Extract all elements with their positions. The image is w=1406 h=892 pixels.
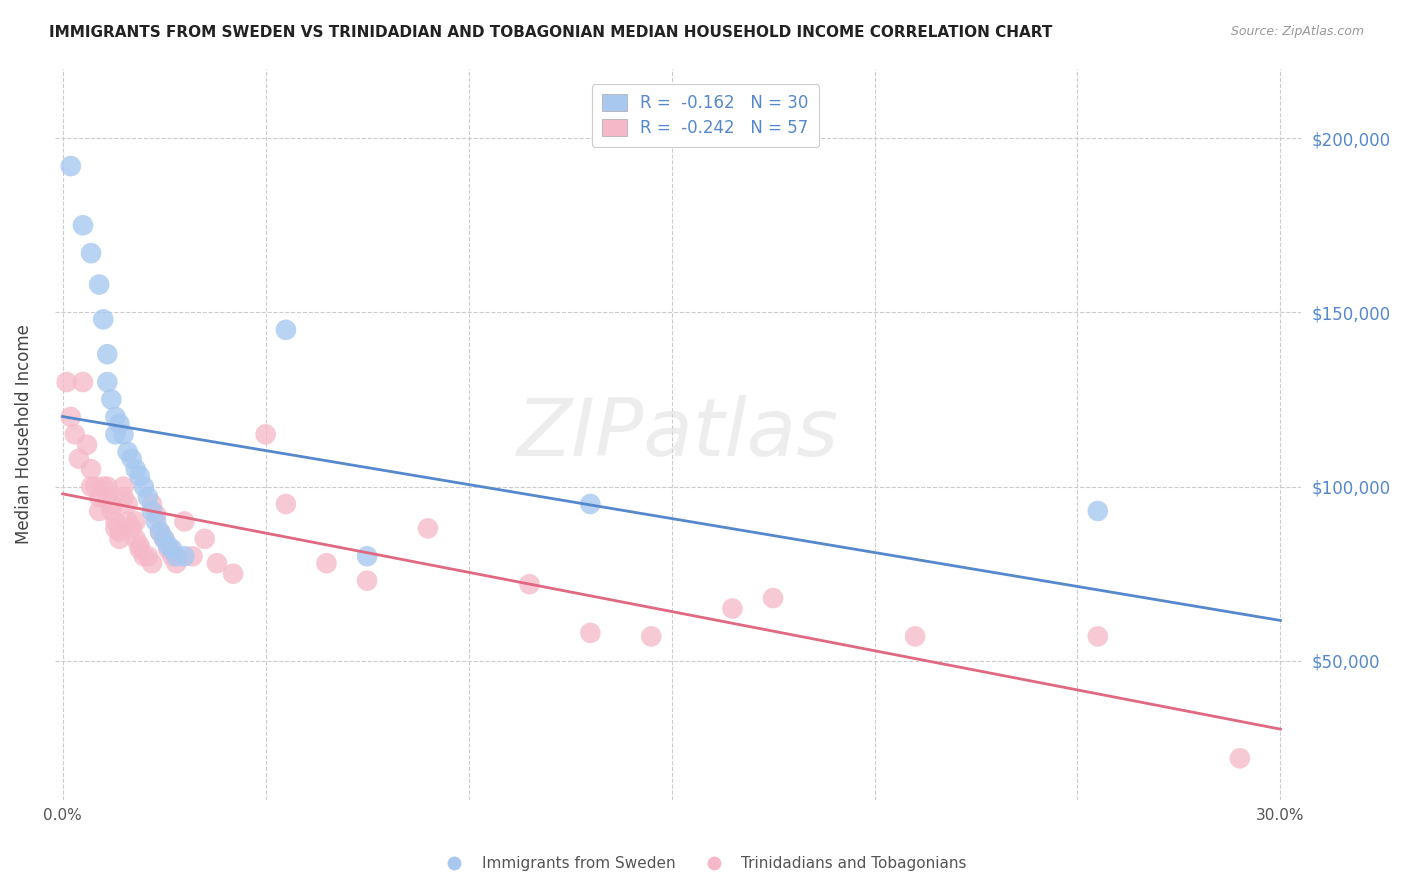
Y-axis label: Median Household Income: Median Household Income (15, 325, 32, 544)
Point (104, 515, 127, 529)
Point (205, 556, 228, 570)
Point (315, 556, 337, 570)
Point (89, 490, 111, 504)
Point (145, 515, 167, 529)
Point (80, 246, 103, 260)
Point (125, 515, 148, 529)
Point (141, 497, 163, 511)
Legend: R =  -0.162   N = 30, R =  -0.242   N = 57: R = -0.162 N = 30, R = -0.242 N = 57 (592, 84, 818, 147)
Point (80, 480, 103, 494)
Point (153, 532, 176, 546)
Point (125, 532, 148, 546)
Point (157, 539, 180, 553)
Point (128, 542, 150, 557)
Point (356, 549, 378, 564)
Point (162, 549, 184, 564)
Point (721, 601, 744, 615)
Point (89, 504, 111, 518)
Point (72, 375, 94, 389)
Point (104, 409, 127, 424)
Point (112, 427, 135, 442)
Point (136, 549, 159, 564)
Point (173, 515, 195, 529)
Point (91, 312, 114, 326)
Point (108, 524, 131, 539)
Point (104, 427, 127, 442)
Point (149, 524, 172, 539)
Point (117, 515, 139, 529)
Point (222, 566, 245, 581)
Point (173, 549, 195, 564)
Point (100, 504, 122, 518)
Point (145, 508, 167, 522)
Point (1087, 504, 1109, 518)
Point (132, 480, 155, 494)
Point (128, 469, 150, 483)
Point (91, 480, 114, 494)
Text: Source: ZipAtlas.com: Source: ZipAtlas.com (1230, 25, 1364, 38)
Point (356, 574, 378, 588)
Text: ZIPatlas: ZIPatlas (516, 395, 839, 474)
Legend: Immigrants from Sweden, Trinidadians and Tobagonians: Immigrants from Sweden, Trinidadians and… (433, 850, 973, 877)
Point (89, 277, 111, 292)
Point (112, 480, 135, 494)
Point (76, 438, 98, 452)
Point (579, 626, 602, 640)
Point (416, 521, 439, 535)
Point (274, 497, 297, 511)
Point (59, 159, 82, 173)
Point (165, 549, 187, 564)
Point (121, 521, 143, 535)
Point (55, 375, 77, 389)
Point (1229, 751, 1251, 765)
Point (194, 532, 217, 546)
Point (59, 409, 82, 424)
Point (125, 462, 148, 476)
Point (640, 629, 662, 643)
Point (153, 532, 176, 546)
Point (96, 480, 118, 494)
Point (128, 539, 150, 553)
Point (141, 556, 163, 570)
Point (181, 549, 204, 564)
Point (762, 591, 785, 605)
Point (100, 392, 122, 407)
Point (254, 427, 277, 442)
Point (132, 549, 155, 564)
Point (67, 451, 90, 466)
Point (108, 417, 131, 431)
Point (96, 375, 118, 389)
Point (96, 347, 118, 361)
Point (165, 556, 187, 570)
Point (96, 490, 118, 504)
Point (112, 490, 135, 504)
Point (519, 577, 541, 591)
Point (1087, 629, 1109, 643)
Point (63, 427, 86, 442)
Point (136, 490, 159, 504)
Point (117, 497, 139, 511)
Point (84, 480, 107, 494)
Point (141, 504, 163, 518)
Point (162, 542, 184, 557)
Point (104, 521, 127, 535)
Point (274, 323, 297, 337)
Point (100, 497, 122, 511)
Point (121, 451, 143, 466)
Point (149, 524, 172, 539)
Point (80, 462, 103, 476)
Point (117, 444, 139, 458)
Text: IMMIGRANTS FROM SWEDEN VS TRINIDADIAN AND TOBAGONIAN MEDIAN HOUSEHOLD INCOME COR: IMMIGRANTS FROM SWEDEN VS TRINIDADIAN AN… (49, 25, 1053, 40)
Point (904, 629, 927, 643)
Point (72, 219, 94, 233)
Point (108, 532, 131, 546)
Point (157, 542, 180, 557)
Point (579, 497, 602, 511)
